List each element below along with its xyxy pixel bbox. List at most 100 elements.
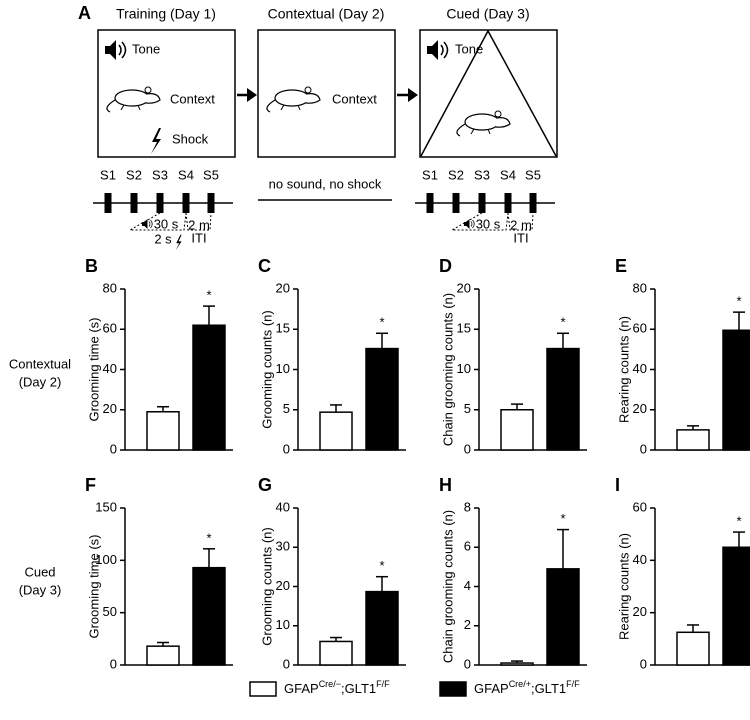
y-tick-label: 50: [103, 604, 117, 619]
y-tick-label: 20: [276, 280, 290, 295]
y-tick-label: 20: [457, 280, 471, 295]
iti-label: ITI: [513, 230, 528, 245]
y-tick-label: 60: [633, 499, 647, 514]
significance-star: *: [560, 511, 565, 526]
y-tick-label: 10: [276, 617, 290, 632]
y-tick-label: 4: [464, 578, 471, 593]
bar: [676, 429, 710, 451]
y-tick-label: 10: [457, 361, 471, 376]
tone-block: [182, 193, 190, 213]
arrow-head: [408, 88, 418, 102]
tone-duration: 30 s: [154, 216, 179, 231]
y-tick-label: 5: [283, 401, 290, 416]
significance-star: *: [206, 530, 211, 545]
mouse-icon: [456, 110, 511, 137]
iti-duration: 2 m: [510, 217, 532, 232]
y-axis-label: Grooming time (s): [86, 317, 101, 421]
panel-label: E: [615, 256, 627, 276]
step-label: S2: [126, 167, 142, 182]
y-tick-label: 0: [464, 441, 471, 456]
bar: [500, 409, 534, 451]
panel-label: C: [258, 256, 271, 276]
bar: [365, 347, 399, 451]
step-label: S5: [203, 167, 219, 182]
tone-block: [207, 193, 215, 213]
speaker-icon: [141, 218, 153, 230]
tone-block: [504, 193, 512, 213]
stage-note: no sound, no shock: [269, 176, 382, 191]
step-label: S5: [525, 167, 541, 182]
speaker-icon: [104, 39, 127, 61]
shock-icon: [151, 128, 161, 154]
legend-text: ;GLT1: [531, 681, 566, 696]
y-tick-label: 15: [457, 321, 471, 336]
row-label: (Day 3): [19, 582, 62, 597]
y-tick-label: 0: [640, 441, 647, 456]
tone-duration: 30 s: [476, 216, 501, 231]
legend-text: GFAP: [284, 681, 319, 696]
stage-title: Cued (Day 3): [446, 6, 529, 22]
tone-block: [529, 193, 537, 213]
bar: [546, 568, 580, 666]
significance-star: *: [736, 294, 741, 309]
bar: [500, 662, 534, 666]
y-tick-label: 40: [633, 552, 647, 567]
y-tick-label: 0: [464, 656, 471, 671]
legend-swatch: [439, 681, 467, 697]
y-tick-label: 20: [103, 401, 117, 416]
significance-star: *: [736, 514, 741, 529]
y-axis-label: Grooming counts (n): [259, 310, 274, 429]
stage-box: [419, 29, 558, 158]
y-tick-label: 0: [283, 656, 290, 671]
legend-text: F/F: [566, 679, 580, 689]
legend-text: F/F: [376, 679, 390, 689]
y-tick-label: 0: [640, 656, 647, 671]
y-axis-label: Rearing counts (n): [616, 316, 631, 423]
mouse-icon: [106, 86, 161, 113]
panel-label: F: [85, 475, 96, 495]
y-axis-label: Grooming time (s): [86, 534, 101, 638]
y-tick-label: 20: [633, 604, 647, 619]
tone-block: [452, 193, 460, 213]
bar: [319, 640, 353, 666]
y-axis-label: Chain grooming counts (n): [440, 510, 455, 663]
cue-label: Tone: [132, 41, 160, 56]
legend-label: GFAPCre/−;GLT1F/F: [284, 679, 390, 696]
y-tick-label: 150: [95, 499, 117, 514]
y-tick-label: 0: [110, 441, 117, 456]
legend-swatch: [249, 681, 277, 697]
iti-label: ITI: [191, 230, 206, 245]
iti-bracket: [185, 212, 212, 231]
y-tick-label: 5: [464, 401, 471, 416]
panel-label: I: [615, 475, 620, 495]
iti-bracket: [507, 212, 534, 231]
step-label: S4: [500, 167, 516, 182]
y-tick-label: 15: [276, 321, 290, 336]
y-tick-label: 0: [283, 441, 290, 456]
y-tick-label: 80: [633, 280, 647, 295]
step-label: S2: [448, 167, 464, 182]
legend-text: ;GLT1: [341, 681, 376, 696]
panel-label: D: [439, 256, 452, 276]
tone-block: [156, 193, 164, 213]
tone-block: [426, 193, 434, 213]
y-tick-label: 0: [110, 656, 117, 671]
y-tick-label: 40: [633, 361, 647, 376]
cue-label: Context: [332, 91, 377, 106]
bar: [146, 645, 180, 666]
shock-duration: 2 s: [154, 231, 172, 246]
speaker-icon: [463, 218, 475, 230]
tone-block: [104, 193, 112, 213]
row-label: Cued: [24, 564, 55, 579]
panel-label: G: [258, 475, 272, 495]
legend-label: GFAPCre/+;GLT1F/F: [474, 679, 580, 696]
bar: [722, 329, 750, 451]
y-axis-label: Rearing counts (n): [616, 533, 631, 640]
y-tick-label: 60: [103, 321, 117, 336]
step-label: S4: [178, 167, 194, 182]
significance-star: *: [560, 315, 565, 330]
panel-label: H: [439, 475, 452, 495]
bar: [192, 324, 226, 451]
step-label: S1: [100, 167, 116, 182]
mouse-icon: [266, 86, 321, 113]
